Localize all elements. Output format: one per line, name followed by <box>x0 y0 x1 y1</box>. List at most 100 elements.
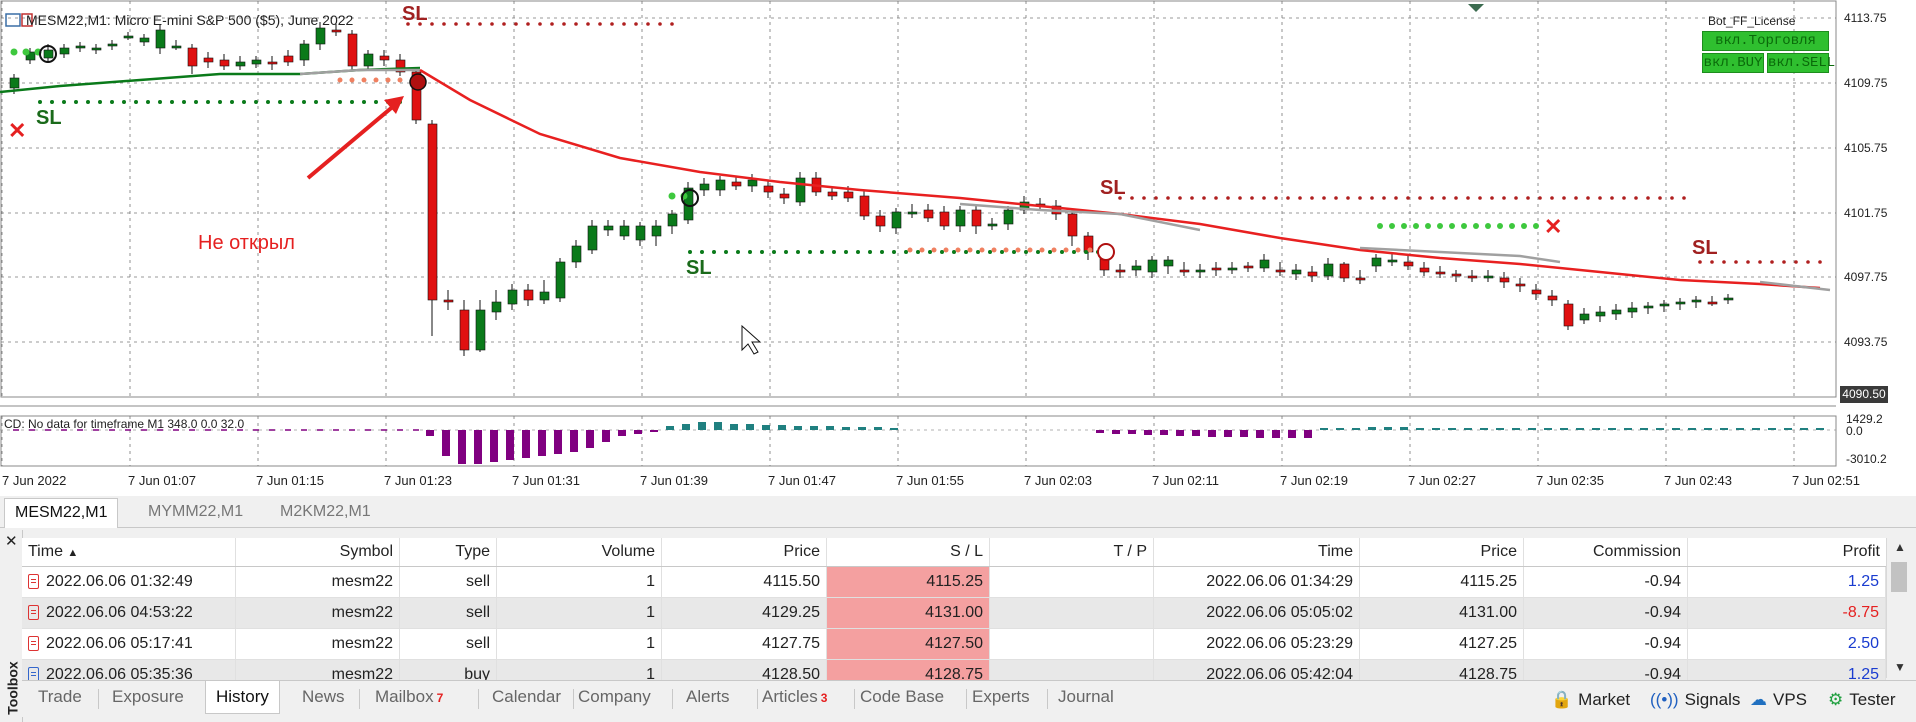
column-header-volume[interactable]: Volume <box>497 538 662 566</box>
candle-body <box>1323 263 1334 277</box>
candle-body <box>603 225 614 231</box>
table-row[interactable]: 2022.06.06 01:32:49 mesm22 sell 1 4115.50 411… <box>22 567 1886 598</box>
histogram-bar <box>890 428 898 430</box>
sl-level-dot <box>1370 196 1374 200</box>
history-scrollbar[interactable]: ▲ ▼ <box>1886 538 1911 678</box>
tab-m2km22[interactable]: M2KM22,M1 <box>280 503 371 520</box>
time-axis-label: 7 Jun 01:23 <box>384 473 452 488</box>
market-button[interactable]: 🔒 Market <box>1551 690 1631 709</box>
column-header-sl[interactable]: S / L <box>827 538 990 566</box>
candle-body <box>1355 277 1366 281</box>
column-header-profit[interactable]: Profit <box>1842 543 1880 560</box>
tab-alerts[interactable]: Alerts <box>686 687 730 706</box>
histogram-bar <box>1320 428 1328 430</box>
candle-body <box>555 261 566 299</box>
tab-journal[interactable]: Journal <box>1058 687 1114 706</box>
table-row[interactable]: 2022.06.06 04:53:22 mesm22 sell 1 4129.25 413… <box>22 598 1886 629</box>
candle-body <box>731 181 742 187</box>
entry-level-dot <box>868 250 872 254</box>
current-price-label: 4090.50 <box>1840 386 1888 403</box>
column-header-close-price[interactable]: Price <box>1360 538 1524 566</box>
candle-body <box>571 245 582 263</box>
histogram-bar <box>1368 427 1376 430</box>
time-axis-label: 7 Jun 02:43 <box>1664 473 1732 488</box>
tab-mesm22[interactable]: MESM22,M1 <box>4 498 119 528</box>
entry-level-dot <box>98 100 102 104</box>
toggle-sell-button[interactable]: вкл.SELL <box>1767 53 1836 73</box>
column-header-symbol[interactable]: Symbol <box>236 538 400 566</box>
entry-level-dot <box>374 100 378 104</box>
entry-level-dot <box>38 100 42 104</box>
sl-level-dot <box>1698 260 1702 264</box>
scroll-up-icon[interactable]: ▲ <box>1894 540 1906 554</box>
candle-body <box>1147 259 1158 273</box>
indicator-axis-label: 1429.2 <box>1846 412 1883 426</box>
cell-close-price: 4131.00 <box>1360 598 1524 628</box>
bot-license-label: Bot_FF_License <box>1708 14 1796 28</box>
tester-button[interactable]: ⚙ Tester <box>1828 690 1896 709</box>
histogram-bar <box>1096 430 1104 433</box>
signal-dot <box>1051 247 1057 253</box>
cell-close-price: 4128.75 <box>1360 660 1524 690</box>
histogram-bar <box>650 430 658 432</box>
toggle-buy-button[interactable]: вкл.BUY <box>1702 53 1764 73</box>
tab-history[interactable]: History <box>205 681 280 714</box>
time-axis-label: 7 Jun 01:15 <box>256 473 324 488</box>
candle-body <box>667 213 678 227</box>
histogram-bar <box>1544 428 1552 430</box>
entry-level-dot <box>278 100 282 104</box>
column-header-type[interactable]: Type <box>400 538 497 566</box>
chart-canvas[interactable]: SL SL SL SL SL ✕ ✕ <box>0 0 1916 496</box>
sl-level-dot <box>490 22 494 26</box>
entry-level-dot <box>230 100 234 104</box>
sl-level-dot <box>1358 196 1362 200</box>
time-axis-label: 7 Jun 2022 <box>2 473 67 488</box>
tp-level-dot <box>1449 223 1455 229</box>
tab-code-base[interactable]: Code Base <box>860 687 945 706</box>
histogram-bar <box>506 430 514 460</box>
cell-commission: -0.94 <box>1524 629 1688 659</box>
sl-level-dot <box>1430 196 1434 200</box>
column-header-time[interactable]: Time ▲ <box>22 538 236 566</box>
candle-body <box>331 29 342 33</box>
tab-exposure[interactable]: Exposure <box>112 687 184 706</box>
price-axis-label: 4113.75 <box>1844 11 1887 25</box>
entry-level-dot <box>242 100 246 104</box>
histogram-bar <box>1160 430 1168 435</box>
toggle-trading-button[interactable]: вкл.Торговля <box>1702 31 1829 51</box>
signal-dot <box>1027 247 1033 253</box>
tab-articles[interactable]: Articles 3 <box>762 687 828 706</box>
tab-experts[interactable]: Experts <box>972 687 1030 706</box>
tab-mymm22[interactable]: MYMM22,M1 <box>148 503 244 520</box>
table-header: Time ▲ Symbol Type Volume Price S / L T … <box>22 538 1886 567</box>
cell-type: sell <box>400 598 497 628</box>
candle-body <box>1563 303 1574 327</box>
scroll-down-icon[interactable]: ▼ <box>1894 660 1906 674</box>
tp-level-dot <box>1533 223 1539 229</box>
cell-volume: 1 <box>497 567 662 597</box>
candle-body <box>1371 257 1382 267</box>
tab-trade[interactable]: Trade <box>38 687 82 706</box>
tab-mailbox[interactable]: Mailbox 7 <box>375 687 444 706</box>
chart-icon <box>21 13 33 27</box>
tab-news[interactable]: News <box>302 687 345 706</box>
column-header-price[interactable]: Price <box>662 538 827 566</box>
signals-button[interactable]: ((•)) Signals <box>1650 690 1741 709</box>
indicator-axis-label: -3010.2 <box>1846 452 1887 466</box>
close-icon[interactable]: ✕ <box>5 533 18 550</box>
tab-company[interactable]: Company <box>578 687 651 706</box>
price-chart[interactable]: SL SL SL SL SL ✕ ✕ MESM22,M1: Micro E-mini S&P… <box>0 0 1916 496</box>
column-header-tp[interactable]: T / P <box>990 538 1154 566</box>
vps-button[interactable]: ☁ VPS <box>1750 690 1808 709</box>
column-header-commission[interactable]: Commission <box>1524 538 1688 566</box>
scroll-thumb[interactable] <box>1891 562 1907 592</box>
time-axis-label: 7 Jun 02:11 <box>1152 473 1219 488</box>
column-header-close-time[interactable]: Time <box>1154 538 1360 566</box>
tp-level-dot <box>1509 223 1515 229</box>
candle-body <box>1627 307 1638 313</box>
candle-body <box>1611 309 1622 315</box>
candle-body <box>9 77 20 89</box>
tab-calendar[interactable]: Calendar <box>492 687 561 706</box>
signal-dot <box>907 247 913 253</box>
table-row[interactable]: 2022.06.06 05:17:41 mesm22 sell 1 4127.75 412… <box>22 629 1886 660</box>
